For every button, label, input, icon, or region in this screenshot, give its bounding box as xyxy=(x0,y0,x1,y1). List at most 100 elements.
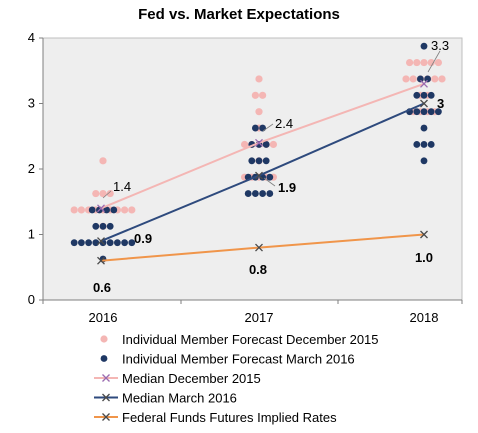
median-dec2015-marker xyxy=(255,138,263,147)
median-dec2015-marker-stroke xyxy=(97,204,105,213)
data-label: 3.3 xyxy=(431,38,449,53)
median-mar2016-marker xyxy=(420,99,428,108)
y-tick-label: 4 xyxy=(28,30,35,45)
dot-mar2016 xyxy=(106,222,114,230)
dot-mar2016 xyxy=(88,206,96,214)
dot-mar2016 xyxy=(70,239,78,247)
leader-line xyxy=(263,177,276,187)
data-label: 1.4 xyxy=(113,179,131,194)
leader-line xyxy=(427,50,441,73)
legend-label: Median December 2015 xyxy=(122,371,261,386)
dot-mar2016 xyxy=(244,190,252,197)
legend-label: Federal Funds Futures Implied Rates xyxy=(122,410,337,425)
dot-dec2015 xyxy=(77,206,85,214)
legend-swatch-dot xyxy=(100,335,108,343)
legend-swatch-dot xyxy=(100,355,108,362)
dot-mar2016 xyxy=(252,124,259,132)
dot-mar2016 xyxy=(103,206,110,214)
dot-mar2016 xyxy=(420,124,428,132)
dot-mar2016 xyxy=(266,173,274,181)
futures-rates-marker xyxy=(255,243,263,252)
dot-mar2016 xyxy=(266,190,274,197)
dot-mar2016 xyxy=(255,157,263,165)
dot-mar2016 xyxy=(427,91,435,99)
median-mar2016-marker-stroke xyxy=(420,99,428,108)
dot-dec2015 xyxy=(402,75,410,83)
median-mar2016-marker-stroke xyxy=(97,237,105,246)
dot-mar2016 xyxy=(106,239,114,247)
dot-dec2015 xyxy=(241,140,249,149)
dot-mar2016 xyxy=(128,239,136,247)
dot-dec2015 xyxy=(438,75,446,83)
dot-dec2015 xyxy=(92,189,100,198)
legend-swatch-marker xyxy=(102,393,110,402)
dot-mar2016 xyxy=(413,108,421,116)
dot-mar2016 xyxy=(420,108,428,116)
data-label: 1.0 xyxy=(415,250,433,265)
x-tick-label: 2017 xyxy=(245,310,274,325)
dot-mar2016 xyxy=(252,190,259,197)
dot-dec2015 xyxy=(128,206,136,214)
dot-mar2016 xyxy=(110,206,118,214)
dot-dec2015 xyxy=(255,108,263,116)
dot-dec2015 xyxy=(99,157,107,165)
legend-label: Median March 2016 xyxy=(122,391,237,406)
dot-mar2016 xyxy=(99,222,107,230)
data-label: 3 xyxy=(437,96,444,111)
dot-mar2016 xyxy=(259,124,266,132)
dot-dec2015 xyxy=(269,140,277,149)
dot-mar2016 xyxy=(262,157,270,165)
dot-dec2015 xyxy=(255,75,263,83)
futures-rates-marker-stroke xyxy=(97,256,105,265)
dot-mar2016 xyxy=(121,239,128,247)
futures-rates-marker-stroke xyxy=(255,243,263,252)
y-tick-label: 0 xyxy=(28,292,35,307)
median-mar2016-marker xyxy=(97,237,105,246)
dot-dec2015 xyxy=(427,58,435,67)
legend-swatch-marker xyxy=(102,374,110,382)
legend-swatch-marker xyxy=(102,413,110,421)
median-mar2016-marker-stroke xyxy=(255,171,263,180)
y-tick-label: 2 xyxy=(28,161,35,176)
dot-dec2015 xyxy=(121,206,129,214)
dot-mar2016 xyxy=(435,108,442,116)
median-dec2015-marker-stroke xyxy=(420,79,428,88)
dot-dec2015 xyxy=(259,91,267,99)
dot-mar2016 xyxy=(427,108,435,116)
legend-label: Individual Member Forecast December 2015 xyxy=(122,332,379,347)
data-label: 0.9 xyxy=(134,231,152,246)
median-dec2015-marker xyxy=(97,204,105,213)
y-tick-label: 3 xyxy=(28,96,35,111)
leader-line xyxy=(262,123,274,132)
dot-dec2015 xyxy=(434,58,442,67)
dot-dec2015 xyxy=(70,206,78,214)
dot-mar2016 xyxy=(114,239,121,247)
futures-rates-marker xyxy=(420,230,428,239)
dot-mar2016 xyxy=(420,91,428,99)
x-tick-label: 2016 xyxy=(89,310,118,325)
dot-mar2016 xyxy=(420,141,428,148)
dot-dec2015 xyxy=(251,91,259,99)
dot-dec2015 xyxy=(99,189,107,198)
futures-rates-marker-stroke xyxy=(420,230,428,239)
y-tick-label: 1 xyxy=(28,227,35,242)
dot-dec2015 xyxy=(431,75,439,83)
legend-label: Individual Member Forecast March 2016 xyxy=(122,352,355,367)
dot-mar2016 xyxy=(78,239,85,247)
data-label: 2.4 xyxy=(275,116,293,131)
dot-mar2016 xyxy=(92,239,100,247)
dot-mar2016 xyxy=(92,222,100,230)
dot-dec2015 xyxy=(406,58,414,67)
dot-mar2016 xyxy=(417,75,424,83)
x-tick-label: 2018 xyxy=(410,310,439,325)
dot-mar2016 xyxy=(262,141,270,148)
dot-dec2015 xyxy=(420,58,428,67)
plot-area xyxy=(42,37,463,301)
median-dec2015-marker xyxy=(420,79,428,88)
data-label: 1.9 xyxy=(278,180,296,195)
dot-mar2016 xyxy=(413,141,421,148)
dot-dec2015 xyxy=(413,58,421,67)
median-dec2015-marker-stroke xyxy=(255,138,263,147)
